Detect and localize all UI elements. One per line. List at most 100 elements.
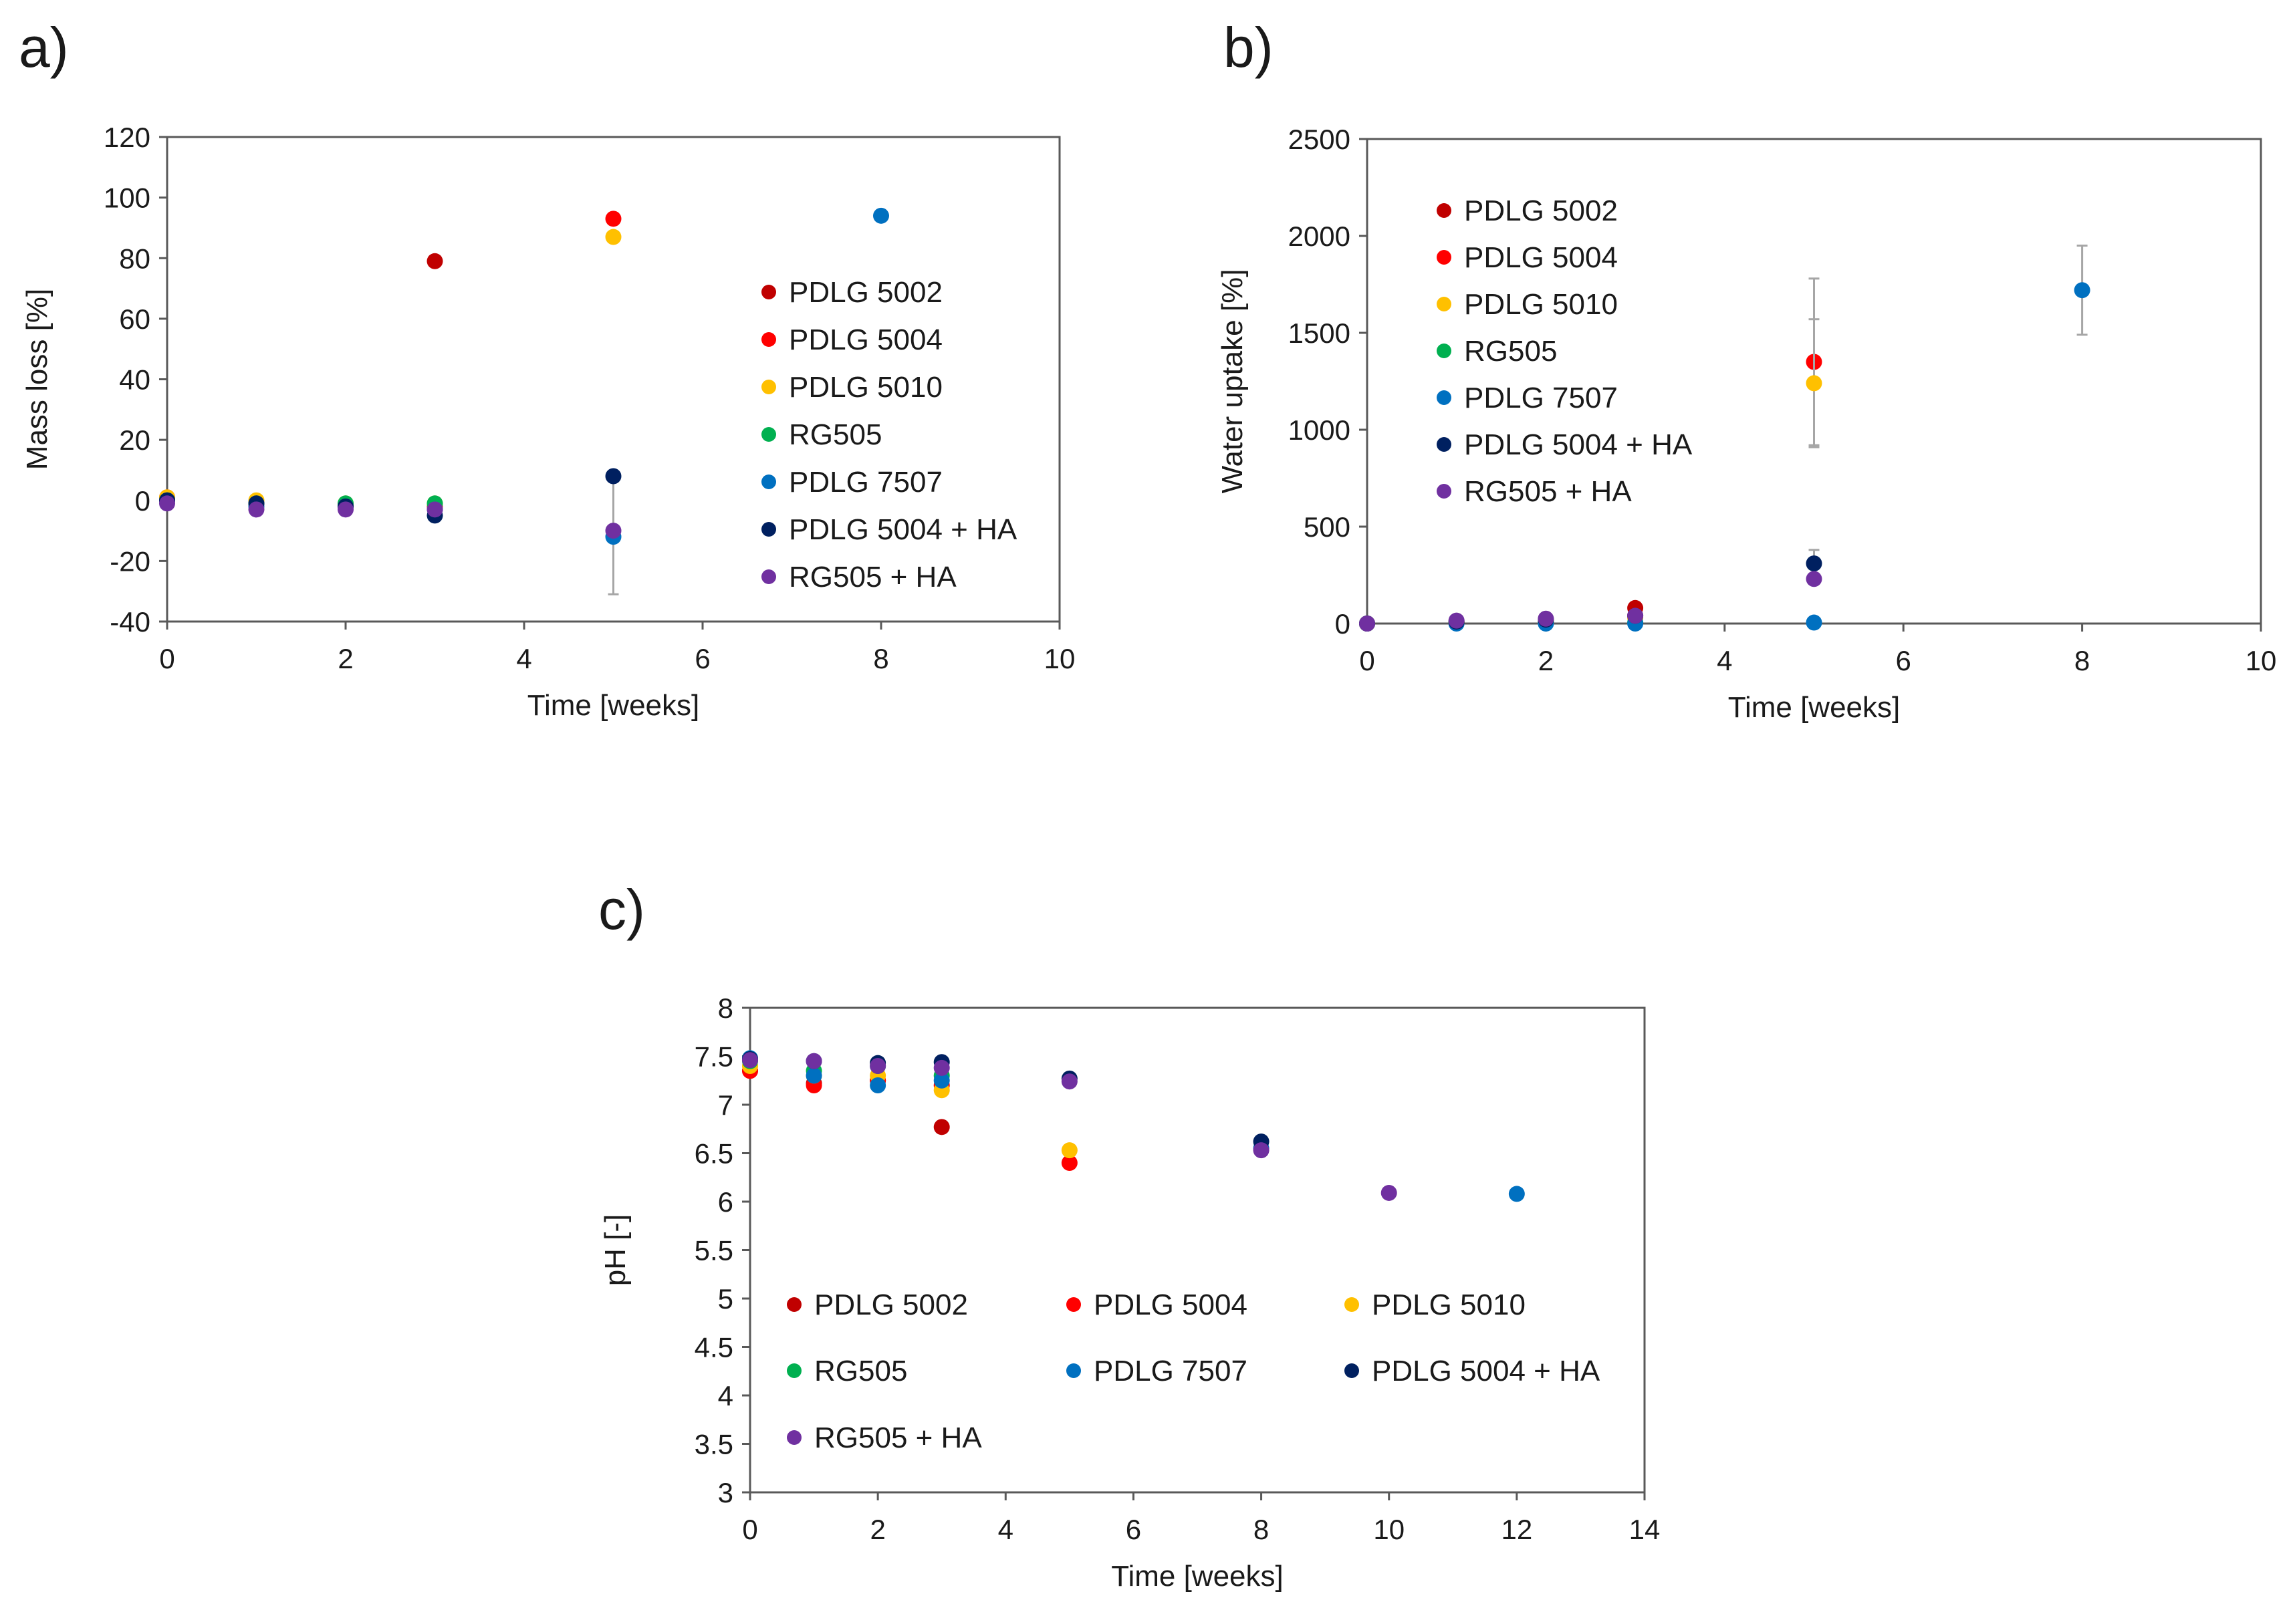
- x-tick-label: 10: [2246, 645, 2277, 676]
- legend-marker: [761, 569, 776, 584]
- legend-label: PDLG 5002: [814, 1289, 968, 1321]
- data-point: [338, 501, 354, 518]
- y-tick-label: 60: [119, 303, 150, 335]
- legend-label: PDLG 5010: [1372, 1289, 1526, 1321]
- x-tick-label: 6: [695, 643, 710, 674]
- y-axis-label: Water uptake [%]: [1216, 269, 1249, 494]
- legend-marker: [1437, 250, 1451, 265]
- x-tick-label: 0: [159, 643, 174, 674]
- chart-water-uptake: 0 2 4 6 8 10 0 500 1000 1500 2000 2500 Time [weeks] W…: [1216, 124, 2276, 724]
- x-tick-label: 4: [516, 643, 531, 674]
- legend-marker: [761, 332, 776, 347]
- data-point: [1806, 375, 1822, 392]
- legend-marker: [1437, 344, 1451, 358]
- legend-label: PDLG 7507: [1094, 1355, 1247, 1387]
- data-point: [427, 501, 443, 518]
- x-tick-label: 10: [1044, 643, 1076, 674]
- y-axis-label: pH [-]: [599, 1214, 632, 1287]
- chart-mass-loss: 0 2 4 6 8 10 -40 -20 0 20 40 60 80 100 120 Time [weeks]…: [21, 122, 1075, 722]
- y-tick-label: 4: [718, 1380, 733, 1411]
- x-tick-label: 14: [1629, 1514, 1661, 1545]
- x-tick-label: 2: [1538, 645, 1554, 676]
- legend-label: RG505 + HA: [814, 1422, 982, 1454]
- y-tick-label: 500: [1304, 511, 1350, 543]
- x-tick-label: 4: [998, 1514, 1013, 1545]
- legend-label: PDLG 7507: [789, 466, 943, 499]
- x-tick-label: 2: [870, 1514, 885, 1545]
- data-point: [1806, 555, 1822, 572]
- data-point: [605, 229, 622, 245]
- legend-marker: [1344, 1363, 1359, 1378]
- legend-label: PDLG 5002: [789, 276, 943, 309]
- legend-label: RG505 + HA: [1464, 475, 1632, 508]
- data-point: [1380, 1184, 1397, 1201]
- legend-label: PDLG 5010: [789, 371, 943, 404]
- x-tick-label: 8: [2074, 645, 2090, 676]
- legend-marker: [1437, 437, 1451, 452]
- y-tick-label: 3.5: [695, 1429, 733, 1460]
- legend-marker: [1437, 297, 1451, 311]
- legend-marker: [787, 1430, 802, 1445]
- x-tick-label: 6: [1896, 645, 1911, 676]
- legend-label: RG505: [1464, 335, 1557, 368]
- data-point: [1806, 571, 1822, 587]
- data-point: [933, 1119, 950, 1135]
- legend-label: PDLG 5004 + HA: [789, 513, 1017, 546]
- y-tick-label: 5.5: [695, 1235, 733, 1266]
- x-axis-label: Time [weeks]: [527, 689, 700, 722]
- legend-label: PDLG 5004 + HA: [1372, 1355, 1600, 1387]
- data-point: [742, 1052, 758, 1069]
- legend-label: PDLG 5004 + HA: [1464, 428, 1693, 461]
- data-point: [605, 523, 622, 539]
- legend-label: RG505: [814, 1355, 907, 1387]
- y-tick-label: -20: [110, 545, 150, 577]
- data-point: [1448, 612, 1465, 629]
- y-tick-label: 7.5: [695, 1041, 733, 1073]
- y-tick-label: 8: [718, 992, 733, 1024]
- y-tick-label: 6: [718, 1186, 733, 1218]
- legend-label: PDLG 5010: [1464, 288, 1618, 321]
- data-point: [159, 495, 175, 512]
- panel-b-label: b): [1223, 16, 1274, 79]
- legend-label: PDLG 5004: [1464, 241, 1618, 274]
- data-point: [806, 1067, 822, 1084]
- legend-marker: [1344, 1297, 1359, 1312]
- data-point: [1359, 616, 1375, 632]
- data-point: [870, 1058, 886, 1074]
- data-point: [1627, 607, 1644, 624]
- panel-c-label: c): [598, 878, 645, 941]
- x-tick-label: 2: [338, 643, 353, 674]
- y-tick-label: 20: [119, 424, 150, 456]
- data-point: [2074, 282, 2090, 299]
- data-point: [933, 1072, 950, 1089]
- x-axis-label: Time [weeks]: [1728, 691, 1901, 724]
- y-tick-label: 0: [135, 485, 150, 517]
- data-point: [1806, 614, 1822, 631]
- legend-marker: [761, 380, 776, 394]
- data-point: [933, 1059, 950, 1076]
- y-tick-label: 3: [718, 1477, 733, 1508]
- x-tick-label: 0: [1359, 645, 1374, 676]
- legend-marker: [787, 1297, 802, 1312]
- y-axis-label: Mass loss [%]: [21, 289, 53, 470]
- legend-marker: [787, 1363, 802, 1378]
- legend-marker: [761, 285, 776, 299]
- data-point: [1253, 1142, 1270, 1159]
- y-tick-label: 80: [119, 243, 150, 274]
- data-point: [1061, 1073, 1078, 1090]
- y-tick-label: 1000: [1288, 414, 1350, 446]
- legend-label: PDLG 7507: [1464, 382, 1618, 414]
- data-point: [248, 501, 265, 518]
- y-tick-label: 4.5: [695, 1332, 733, 1363]
- y-tick-label: 2500: [1288, 124, 1350, 155]
- x-tick-label: 8: [1253, 1514, 1269, 1545]
- y-tick-label: 7: [718, 1089, 733, 1121]
- x-tick-label: 12: [1501, 1514, 1532, 1545]
- y-tick-label: 100: [104, 182, 150, 214]
- data-point: [1061, 1155, 1078, 1171]
- x-tick-label: 0: [742, 1514, 757, 1545]
- legend-marker: [1066, 1297, 1081, 1312]
- legend-marker: [761, 522, 776, 537]
- data-point: [427, 253, 443, 269]
- data-point: [1538, 610, 1554, 627]
